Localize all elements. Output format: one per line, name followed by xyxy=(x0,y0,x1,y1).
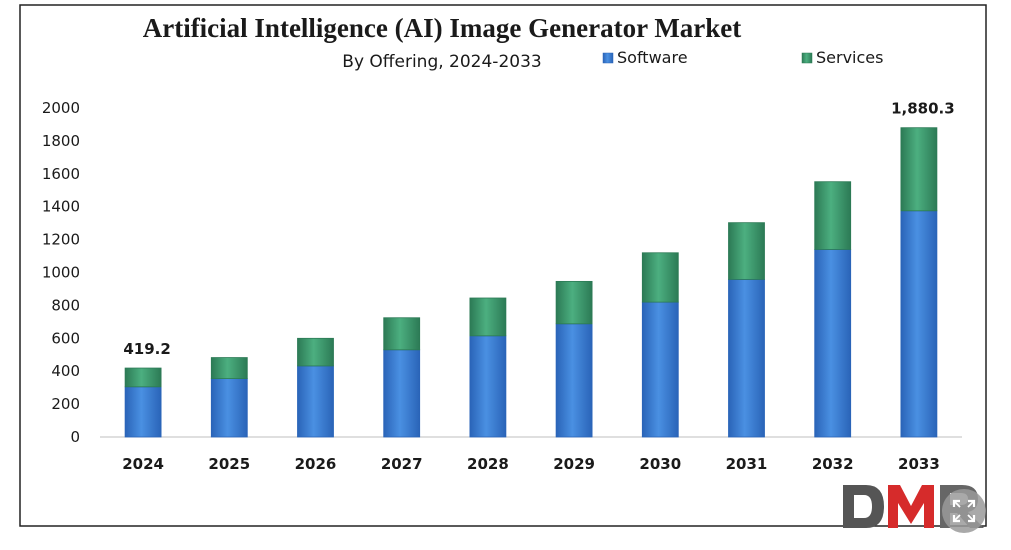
bar-software-2025 xyxy=(210,378,248,438)
legend-label-software: Software xyxy=(617,48,688,67)
bar-software-2024 xyxy=(124,386,162,438)
y-tick-label: 1200 xyxy=(42,231,80,249)
bar-software-2031 xyxy=(728,279,765,438)
y-tick-label: 600 xyxy=(51,329,80,347)
x-axis: 2024 2025 2026 2027 2028 2029 2030 2031 2032 2033 xyxy=(122,455,940,473)
bar-services-2025 xyxy=(210,357,248,380)
x-tick-label: 2027 xyxy=(381,455,423,473)
bar-services-2032 xyxy=(814,181,852,250)
x-tick-label: 2024 xyxy=(122,455,164,473)
data-label-2033: 1,880.3 xyxy=(891,100,955,118)
x-tick-label: 2032 xyxy=(812,455,854,473)
x-tick-label: 2028 xyxy=(467,455,509,473)
expand-icon[interactable] xyxy=(942,489,986,533)
y-tick-label: 800 xyxy=(51,296,80,314)
y-tick-label: 2000 xyxy=(42,99,80,117)
legend: Software Services xyxy=(602,48,883,67)
x-tick-label: 2026 xyxy=(295,455,337,473)
y-tick-label: 1400 xyxy=(42,198,80,216)
bar-software-2028 xyxy=(469,335,507,438)
legend-label-services: Services xyxy=(816,48,883,67)
x-tick-label: 2025 xyxy=(208,455,250,473)
chart-title: Artificial Intelligence (AI) Image Gener… xyxy=(143,13,742,43)
y-tick-label: 200 xyxy=(51,395,80,413)
legend-swatch-software xyxy=(602,52,614,64)
x-tick-label: 2031 xyxy=(726,455,768,473)
bar-software-2027 xyxy=(383,349,421,438)
y-axis: 0 200 400 600 800 1000 1200 1400 1600 1800 2000 xyxy=(42,99,80,446)
y-tick-label: 0 xyxy=(70,428,80,446)
bar-software-2032 xyxy=(814,249,852,438)
bar-services-2028 xyxy=(469,297,507,337)
bar-software-2026 xyxy=(297,365,334,438)
data-label-2024: 419.2 xyxy=(123,340,170,358)
y-tick-label: 1000 xyxy=(42,264,80,282)
bar-services-2033 xyxy=(900,127,938,212)
bar-software-2029 xyxy=(555,323,593,438)
logo-d-bowl xyxy=(854,485,884,528)
y-tick-label: 1600 xyxy=(42,165,80,183)
bar-services-2027 xyxy=(383,317,421,351)
chart-subtitle: By Offering, 2024-2033 xyxy=(342,52,541,72)
legend-swatch-services xyxy=(801,52,813,64)
data-labels: 419.2 1,880.3 xyxy=(123,100,954,358)
logo-d-stem xyxy=(843,485,854,528)
bars xyxy=(124,127,938,438)
bar-services-2030 xyxy=(641,252,679,303)
bar-services-2026 xyxy=(297,337,334,367)
x-tick-label: 2033 xyxy=(898,455,940,473)
y-tick-label: 1800 xyxy=(42,132,80,150)
bar-software-2030 xyxy=(641,301,679,438)
bar-services-2031 xyxy=(728,222,765,280)
logo-m xyxy=(888,485,934,528)
y-tick-label: 400 xyxy=(51,362,80,380)
bar-software-2033 xyxy=(900,210,938,438)
x-tick-label: 2030 xyxy=(639,455,681,473)
bar-services-2024 xyxy=(124,367,162,388)
bar-services-2029 xyxy=(555,280,593,325)
x-tick-label: 2029 xyxy=(553,455,595,473)
